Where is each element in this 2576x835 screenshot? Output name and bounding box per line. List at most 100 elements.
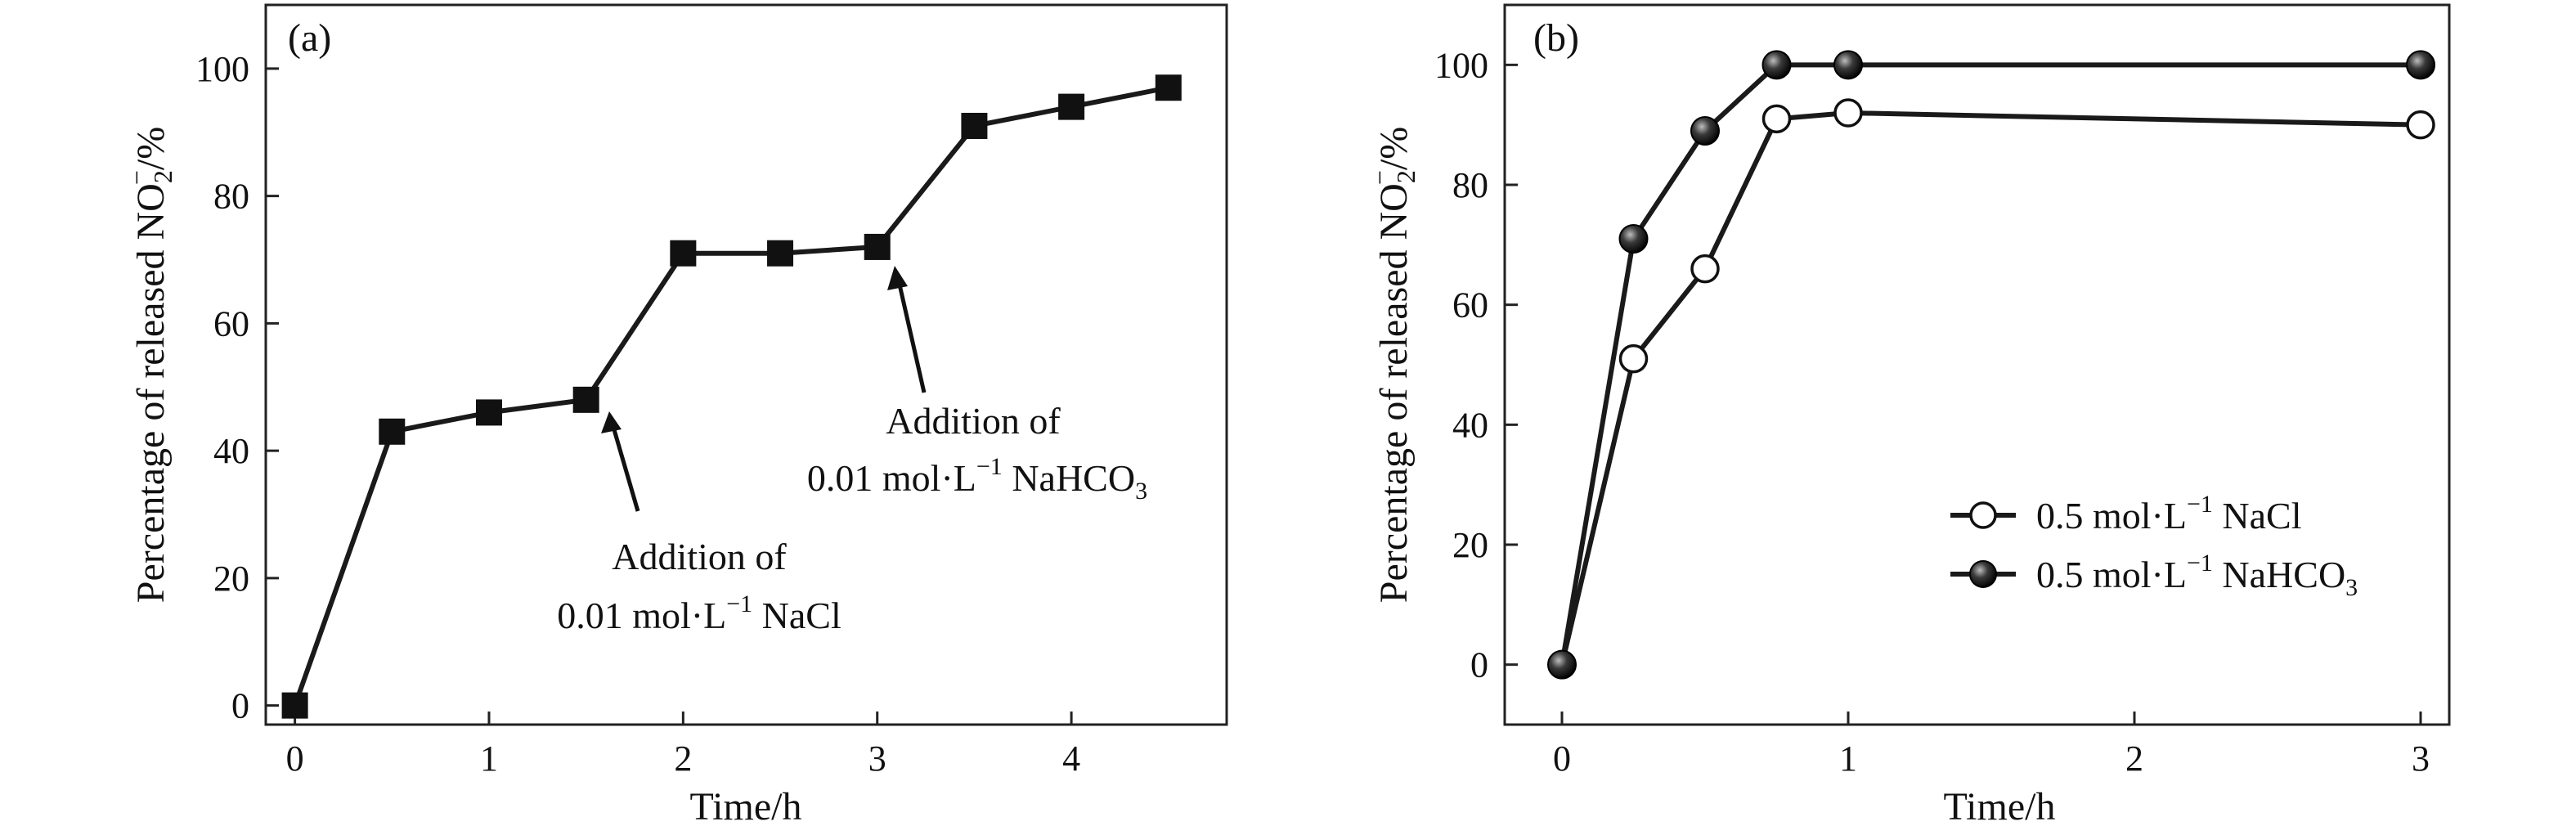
leg1-sup: −1 [2187, 491, 2213, 518]
y-tick-label: 60 [213, 303, 249, 343]
panel-a: (a) 0 20 40 60 80 100 0 1 2 3 4 Time/h Percentage… [122, 3, 1228, 828]
ann1-sup: −1 [726, 590, 752, 617]
data-point-series-1 [1155, 74, 1182, 101]
legend-item-nacl: 0.5 mol·L−1 NaCl [1950, 491, 2302, 536]
ann2-sub: 3 [1135, 478, 1147, 505]
data-point-series-1 [572, 386, 599, 413]
data-point-series-1 [281, 692, 308, 719]
annotation-nahco3: Addition of 0.01 mol·L−1 NaHCO3 [807, 266, 1147, 505]
data-point-series-2 [1618, 224, 1649, 254]
y-tick-label: 80 [1452, 165, 1488, 205]
x-tick-label: 2 [2125, 738, 2143, 779]
data-point-series-2 [1761, 50, 1792, 80]
panel-a-x-axis: 0 1 2 3 4 [286, 712, 1080, 779]
panel-b-frame [1503, 3, 2451, 726]
panel-a-label: (a) [288, 16, 331, 60]
series-line-1 [292, 85, 1169, 707]
series-line-1 [1560, 110, 2421, 666]
legend-label-nahco3: 0.5 mol·L−1 NaHCO3 [2036, 550, 2358, 601]
y-tick-label: 20 [213, 559, 249, 599]
panel-b-series [1547, 50, 2435, 680]
y-tick-label: 100 [195, 49, 249, 89]
y-tick-label: 0 [231, 686, 249, 726]
y-tick-label: 60 [1452, 285, 1488, 325]
x-tick-label: 1 [1839, 738, 1857, 779]
ylabel-main: Percentage of released NO [1372, 183, 1416, 603]
legend-marker-nahco3 [1969, 560, 1997, 588]
annotation-nacl-line2: 0.01 mol·L−1 NaCl [557, 590, 841, 636]
panel-b-legend: 0.5 mol·L−1 NaCl 0.5 mol·L−1 NaHCO3 [1950, 491, 2358, 601]
data-point-series-1 [1761, 104, 1792, 134]
ann2-rest: NaHCO [1003, 457, 1135, 499]
ann2-main: 0.01 mol·L [807, 457, 976, 499]
annotation-nacl-arrow [611, 426, 640, 512]
x-tick-label: 3 [2412, 738, 2430, 779]
leg2-rest: NaHCO [2213, 554, 2345, 595]
x-tick-label: 3 [868, 738, 886, 779]
data-point-series-1 [864, 233, 891, 260]
data-point-series-1 [2406, 110, 2435, 140]
panel-b: (b) 0 20 40 60 80 100 0 1 2 3 Time/h Percentage … [1365, 3, 2451, 828]
x-tick-label: 4 [1062, 738, 1080, 779]
data-point-series-1 [379, 418, 406, 445]
legend-label-nacl: 0.5 mol·L−1 NaCl [2036, 491, 2302, 536]
annotation-nahco3-arrow [897, 284, 927, 393]
ylabel-sup: − [122, 170, 151, 185]
leg2-main: 0.5 mol·L [2036, 554, 2187, 595]
annotation-nacl: Addition of 0.01 mol·L−1 NaCl [557, 411, 841, 636]
ann2-sup: −1 [976, 453, 1003, 480]
ylabel-main: Percentage of released NO [129, 183, 173, 603]
data-point-series-1 [767, 240, 794, 267]
data-point-series-1 [475, 399, 502, 426]
leg2-sub: 3 [2345, 574, 2358, 601]
leg2-sup: −1 [2187, 550, 2213, 577]
data-point-series-2 [1547, 649, 1577, 680]
ann1-rest: NaCl [752, 595, 841, 636]
y-tick-label: 100 [1434, 45, 1488, 85]
annotation-nahco3-line2: 0.01 mol·L−1 NaHCO3 [807, 453, 1147, 505]
leg1-rest: NaCl [2213, 495, 2302, 536]
x-tick-label: 0 [1553, 738, 1571, 779]
panel-a-y-axis: 0 20 40 60 80 100 [195, 49, 279, 726]
y-tick-label: 0 [1470, 645, 1488, 685]
panel-a-series [281, 74, 1182, 719]
ylabel-sub: 2 [1391, 170, 1420, 183]
data-point-series-1 [1058, 93, 1085, 120]
panel-a-frame [264, 3, 1228, 726]
data-point-series-1 [670, 240, 697, 267]
x-tick-label: 1 [480, 738, 498, 779]
ylabel-unit: /% [1372, 127, 1416, 170]
panel-a-x-axis-label: Time/h [690, 785, 802, 828]
x-tick-label: 0 [286, 738, 304, 779]
annotation-nahco3-arrowhead [887, 266, 908, 290]
annotation-nacl-arrowhead [601, 411, 622, 433]
panel-b-x-axis-label: Time/h [1944, 785, 2056, 828]
panel-a-y-axis-label: Percentage of released NO2−/% [122, 127, 177, 603]
y-tick-label: 80 [213, 177, 249, 217]
annotation-nahco3-line1: Addition of [886, 400, 1061, 442]
data-point-series-2 [1690, 116, 1720, 146]
panel-b-y-axis: 0 20 40 60 80 100 [1434, 45, 1518, 685]
data-point-series-1 [961, 112, 988, 139]
data-point-series-2 [1833, 50, 1863, 80]
y-tick-label: 40 [213, 431, 249, 471]
ylabel-sub: 2 [148, 170, 177, 183]
ylabel-unit: /% [129, 127, 173, 170]
legend-item-nahco3: 0.5 mol·L−1 NaHCO3 [1950, 550, 2358, 601]
legend-marker-nacl [1969, 501, 1997, 529]
data-point-series-1 [1833, 98, 1863, 128]
x-tick-label: 2 [674, 738, 692, 779]
panel-b-x-axis: 0 1 2 3 [1553, 712, 2430, 779]
panel-b-y-axis-label: Percentage of released NO2−/% [1365, 127, 1420, 603]
y-tick-label: 20 [1452, 525, 1488, 565]
series-line-2 [1560, 62, 2421, 666]
leg1-main: 0.5 mol·L [2036, 495, 2187, 536]
y-tick-label: 40 [1452, 405, 1488, 445]
annotation-nacl-line1: Addition of [612, 536, 787, 577]
data-point-series-1 [1618, 343, 1649, 374]
data-point-series-2 [2406, 50, 2435, 80]
data-point-series-1 [1690, 254, 1720, 284]
panel-b-label: (b) [1533, 16, 1579, 60]
ann1-main: 0.01 mol·L [557, 595, 726, 636]
